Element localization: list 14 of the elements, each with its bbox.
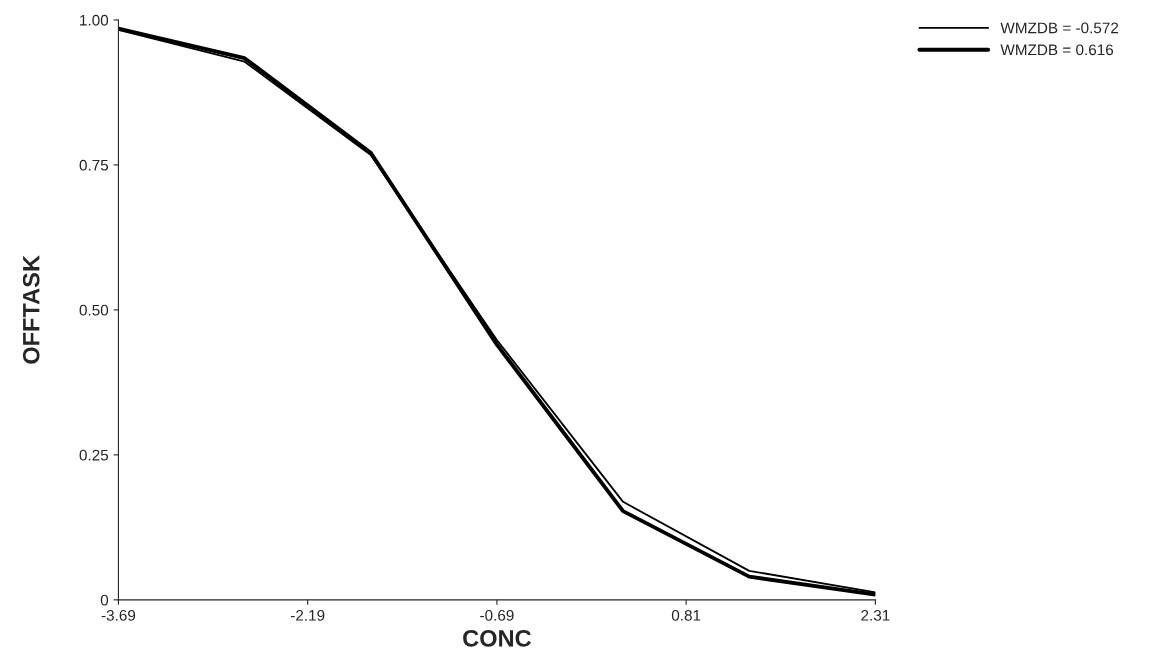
- legend-label: WMZDB = -0.572: [1000, 22, 1119, 34]
- x-tick-label: -0.69: [480, 609, 514, 621]
- x-axis-title: CONC: [463, 629, 532, 647]
- x-tick-label: -3.69: [101, 609, 136, 621]
- y-tick-label: 0.75: [79, 159, 109, 171]
- y-axis-title: OFFTASK: [22, 255, 40, 364]
- y-tick-label: 0: [100, 594, 109, 606]
- x-tick-label: -2.19: [290, 609, 325, 621]
- y-tick-label: 0.50: [79, 304, 109, 316]
- y-tick-label: 0.25: [79, 449, 109, 461]
- y-tick-label: 1.00: [80, 14, 109, 26]
- legend-label: WMZDB = 0.616: [1000, 44, 1114, 56]
- x-tick-label: 0.81: [671, 609, 701, 621]
- x-tick-label: 2.31: [861, 609, 890, 621]
